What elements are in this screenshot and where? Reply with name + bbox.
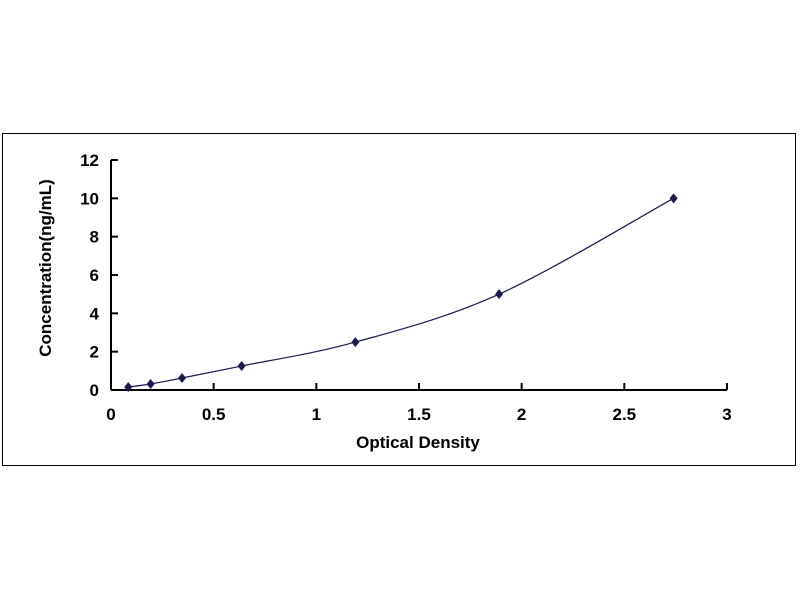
x-tick-label: 1 [312, 405, 321, 424]
y-tick-label: 0 [90, 381, 99, 400]
x-tick-label: 2 [517, 405, 526, 424]
x-tick-label: 2.5 [613, 405, 637, 424]
axes [110, 160, 727, 391]
data-point [495, 289, 504, 300]
data-point [178, 373, 187, 384]
y-tick-label: 6 [90, 266, 99, 285]
data-point [237, 361, 246, 372]
x-tick-label: 1.5 [407, 405, 431, 424]
x-tick-label: 3 [722, 405, 731, 424]
y-tick-label: 4 [90, 304, 100, 323]
data-point [669, 193, 678, 204]
x-tick-label: 0.5 [202, 405, 226, 424]
y-tick-label: 2 [90, 343, 99, 362]
fit-curve [128, 197, 674, 388]
y-tick-label: 12 [80, 151, 99, 170]
chart-frame [2, 133, 796, 466]
y-axis-label: Concentration(ng/mL) [36, 179, 55, 357]
data-point [124, 382, 133, 393]
y-tick-label: 10 [80, 189, 99, 208]
x-axis-label: Optical Density [356, 433, 480, 452]
data-point [351, 337, 360, 348]
y-tick-label: 8 [90, 228, 99, 247]
x-tick-label: 0 [106, 405, 115, 424]
data-point [146, 379, 155, 390]
